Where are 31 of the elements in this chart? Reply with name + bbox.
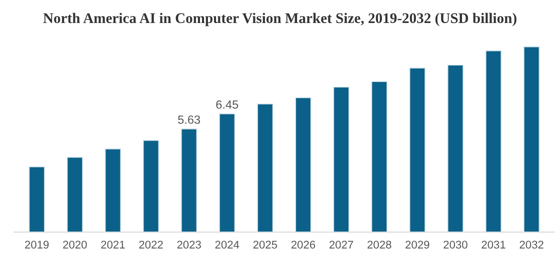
bar <box>409 68 426 232</box>
bar <box>28 166 45 232</box>
x-tick-label: 2028 <box>368 240 392 249</box>
x-tick-label: 2025 <box>253 240 278 249</box>
bar <box>295 97 312 232</box>
x-tick-label: 2024 <box>215 240 240 249</box>
x-tick-label: 2021 <box>101 240 125 249</box>
x-tick-label: 2019 <box>25 240 49 249</box>
data-label: 5.63 <box>178 115 200 124</box>
bar <box>333 86 350 232</box>
chart-title: North America AI in Computer Vision Market Size, 2019-2032 (USD billion) <box>43 12 516 26</box>
x-tick-label: 2023 <box>177 240 201 249</box>
x-tick-label: 2022 <box>139 240 163 249</box>
x-tick-label: 2027 <box>329 240 354 249</box>
bar <box>257 104 274 232</box>
bar <box>447 64 464 232</box>
bar <box>524 46 540 232</box>
bar <box>181 128 198 232</box>
bar <box>485 50 502 232</box>
x-tick-label: 2030 <box>444 240 468 249</box>
bar <box>66 156 83 232</box>
x-tick-label: 2020 <box>63 240 87 249</box>
data-label: 6.45 <box>216 100 238 109</box>
x-tick-label: 2026 <box>291 240 316 249</box>
bar <box>142 140 160 232</box>
bar <box>219 113 236 232</box>
x-tick-label: 2029 <box>406 240 430 249</box>
x-tick-label: 2031 <box>482 240 506 249</box>
bar <box>371 81 388 232</box>
bar <box>104 148 121 232</box>
x-tick-label: 2032 <box>520 240 544 249</box>
